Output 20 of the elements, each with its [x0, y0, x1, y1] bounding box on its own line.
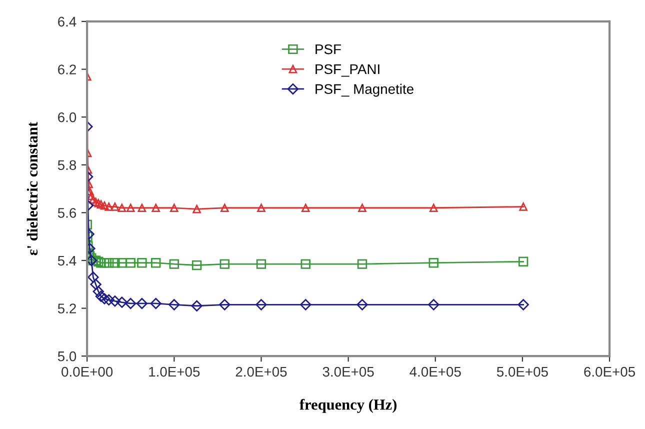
y-tick-label: 6.0 — [58, 112, 76, 122]
x-tick-label: 6.0E+05 — [584, 366, 636, 377]
x-tick-label: 4.0E+05 — [410, 366, 461, 377]
x-tick-label: 5.0E+05 — [496, 366, 548, 377]
x-tick-label: 2.0E+05 — [236, 366, 287, 377]
x-tick-label: 0.0E+00 — [62, 366, 113, 377]
y-tick-label: 6.4 — [58, 16, 76, 27]
x-tick-label: 1.0E+05 — [149, 366, 200, 377]
y-tick-label: 5.8 — [58, 160, 76, 170]
legend-label: PSF_PANI — [316, 64, 380, 77]
legend-label: PSF — [316, 44, 341, 54]
y-tick-label: 5.4 — [58, 256, 76, 266]
y-axis-title: ε' dielectric constant — [26, 122, 38, 256]
x-tick-label: 3.0E+05 — [322, 366, 374, 377]
x-axis-title: frequency (Hz) — [300, 398, 396, 413]
y-tick-label: 5.6 — [58, 208, 76, 218]
y-tick-label: 5.2 — [58, 304, 76, 314]
legend-label: PSF_ Magnetite — [316, 84, 414, 97]
y-tick-label: 6.2 — [58, 64, 76, 74]
y-tick-label: 5.0 — [58, 351, 76, 362]
